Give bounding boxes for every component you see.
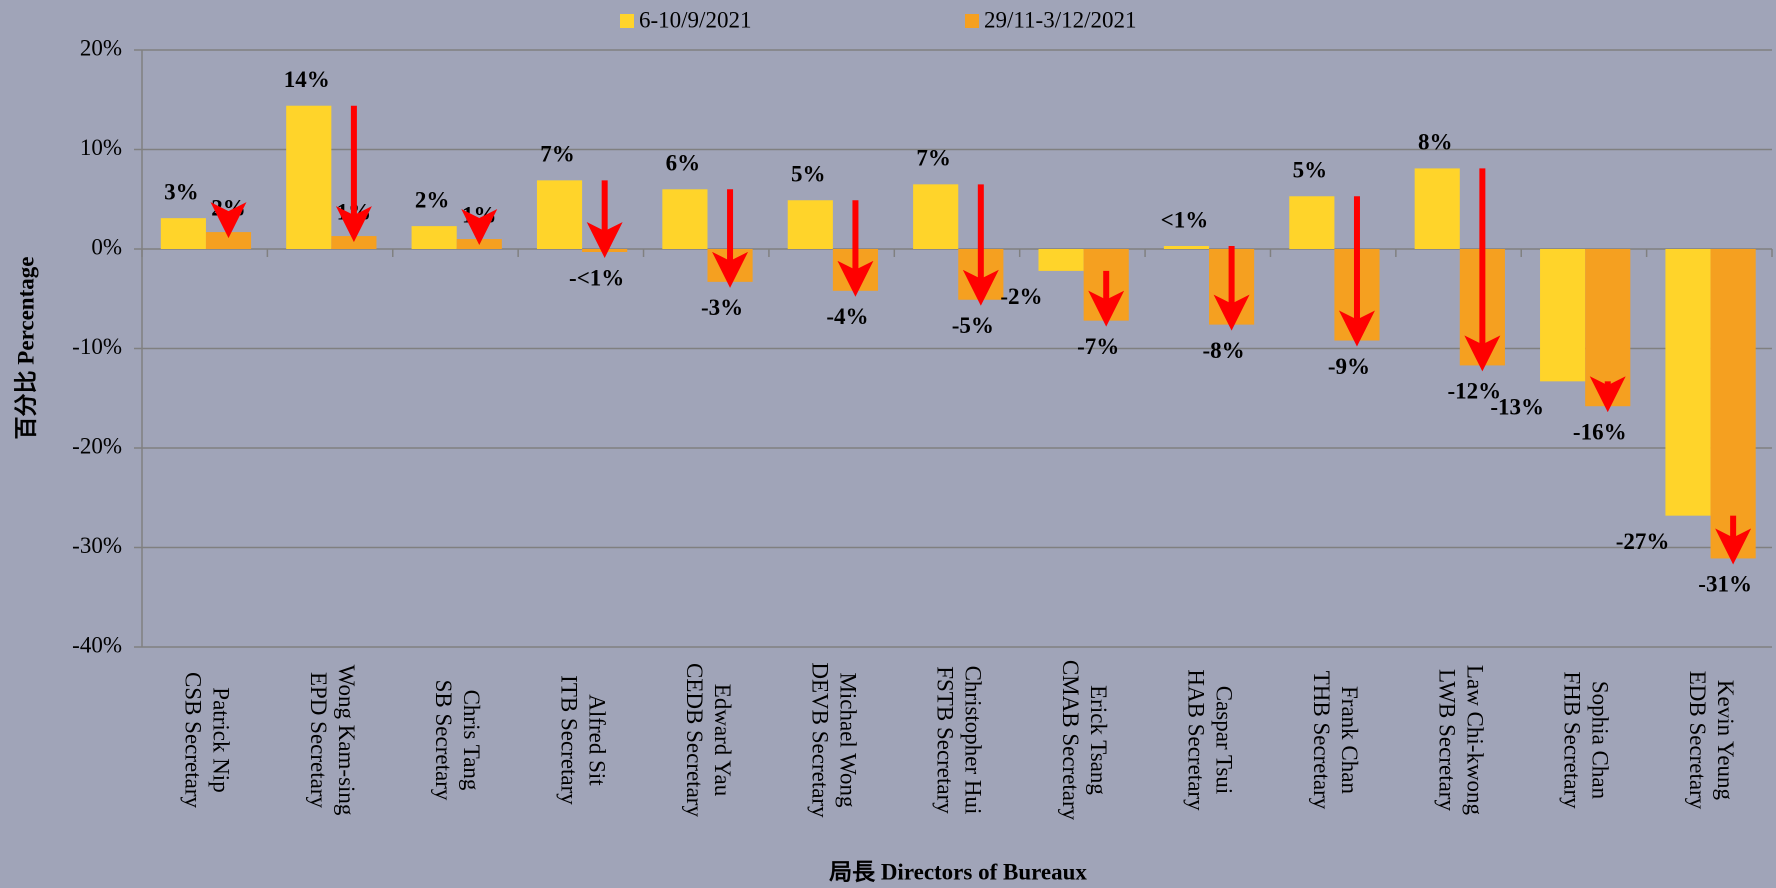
value-label: 8% bbox=[1418, 130, 1453, 155]
x-tick-label: EPD Secretary bbox=[306, 672, 331, 809]
x-tick-label: DEVB Secretary bbox=[807, 662, 832, 818]
value-label: 5% bbox=[791, 162, 826, 187]
value-label: 2% bbox=[415, 187, 450, 212]
y-tick-label: -30% bbox=[72, 533, 122, 558]
x-tick-label: Patrick Nip bbox=[208, 687, 233, 792]
bar bbox=[1665, 249, 1711, 516]
value-label: -9% bbox=[1328, 354, 1370, 379]
y-tick-label: -40% bbox=[72, 632, 122, 657]
bar bbox=[536, 180, 583, 249]
x-tick-label: HAB Secretary bbox=[1183, 669, 1208, 811]
x-tick-label: Erick Tsang bbox=[1086, 685, 1111, 795]
value-label: 5% bbox=[1293, 158, 1328, 183]
x-tick-label: Alfred Sit bbox=[585, 694, 610, 786]
bar bbox=[331, 236, 377, 249]
x-tick-label: THB Secretary bbox=[1309, 671, 1334, 810]
bar bbox=[662, 189, 708, 249]
x-tick-label: Frank Chan bbox=[1337, 686, 1362, 794]
value-label: 3% bbox=[164, 179, 199, 204]
value-label: 1% bbox=[462, 202, 497, 227]
x-tick-label: FSTB Secretary bbox=[933, 666, 958, 814]
x-tick-label: Edward Yau bbox=[710, 684, 735, 797]
y-tick-label: 10% bbox=[80, 135, 122, 160]
x-tick-label: CEDB Secretary bbox=[682, 663, 707, 817]
y-tick-label: 0% bbox=[91, 234, 122, 259]
bar bbox=[913, 184, 959, 249]
bar bbox=[1710, 249, 1756, 559]
bar bbox=[205, 232, 252, 249]
value-label: -27% bbox=[1616, 529, 1670, 554]
x-tick-label: Michael Wong bbox=[835, 672, 860, 808]
x-tick-label: Chris Tang bbox=[459, 690, 484, 791]
value-label: -4% bbox=[826, 304, 868, 329]
x-tick-label: CSB Secretary bbox=[180, 672, 205, 809]
value-label: -31% bbox=[1698, 572, 1752, 597]
x-tick-label: ITB Secretary bbox=[557, 675, 582, 805]
value-label: 14% bbox=[284, 67, 330, 92]
value-label: <1% bbox=[1161, 207, 1209, 232]
x-tick-label: Christopher Hui bbox=[961, 666, 986, 815]
y-tick-label: -20% bbox=[72, 433, 122, 458]
bar bbox=[582, 249, 628, 252]
x-tick-label: EDB Secretary bbox=[1685, 671, 1710, 810]
bar bbox=[1038, 249, 1084, 271]
legend-label: 6-10/9/2021 bbox=[639, 7, 751, 32]
y-tick-label: 20% bbox=[80, 35, 122, 60]
bar bbox=[1163, 246, 1210, 249]
value-label: -<1% bbox=[569, 265, 624, 290]
value-label: -2% bbox=[1000, 284, 1042, 309]
value-label: 2% bbox=[211, 195, 246, 220]
value-label: -3% bbox=[701, 295, 743, 320]
x-tick-label: LWB Secretary bbox=[1434, 669, 1459, 811]
x-tick-label: Sophia Chan bbox=[1588, 681, 1613, 800]
x-tick-label: FHB Secretary bbox=[1560, 671, 1585, 809]
value-label: 7% bbox=[540, 142, 575, 167]
bar bbox=[787, 200, 833, 249]
bar bbox=[456, 239, 502, 249]
y-axis-title: 百分比 Percentage bbox=[13, 257, 38, 440]
legend-swatch bbox=[965, 14, 979, 28]
value-label: -13% bbox=[1490, 395, 1544, 420]
bar bbox=[160, 218, 206, 249]
x-tick-label: Wong Kam-sing bbox=[334, 665, 359, 816]
bar bbox=[1540, 249, 1586, 382]
legend-swatch bbox=[620, 14, 634, 28]
x-axis-title: 局長 Directors of Bureaux bbox=[829, 859, 1087, 884]
x-tick-label: Law Chi-kwong bbox=[1462, 665, 1487, 816]
value-label: -5% bbox=[952, 313, 994, 338]
value-label: -7% bbox=[1077, 334, 1119, 359]
bar bbox=[286, 105, 332, 249]
bar bbox=[1289, 196, 1335, 249]
bar bbox=[411, 226, 457, 249]
value-label: -12% bbox=[1448, 379, 1502, 404]
x-tick-label: Caspar Tsui bbox=[1211, 686, 1236, 795]
value-label: -8% bbox=[1203, 338, 1245, 363]
x-tick-label: CMAB Secretary bbox=[1058, 660, 1083, 821]
y-tick-label: -10% bbox=[72, 334, 122, 359]
value-label: 6% bbox=[666, 151, 701, 176]
value-label: 7% bbox=[916, 146, 951, 171]
legend-label: 29/11-3/12/2021 bbox=[984, 7, 1136, 32]
value-label: -16% bbox=[1573, 419, 1627, 444]
x-tick-label: SB Secretary bbox=[431, 680, 456, 801]
x-tick-label: Kevin Yeung bbox=[1713, 680, 1738, 801]
bar bbox=[1414, 168, 1460, 249]
